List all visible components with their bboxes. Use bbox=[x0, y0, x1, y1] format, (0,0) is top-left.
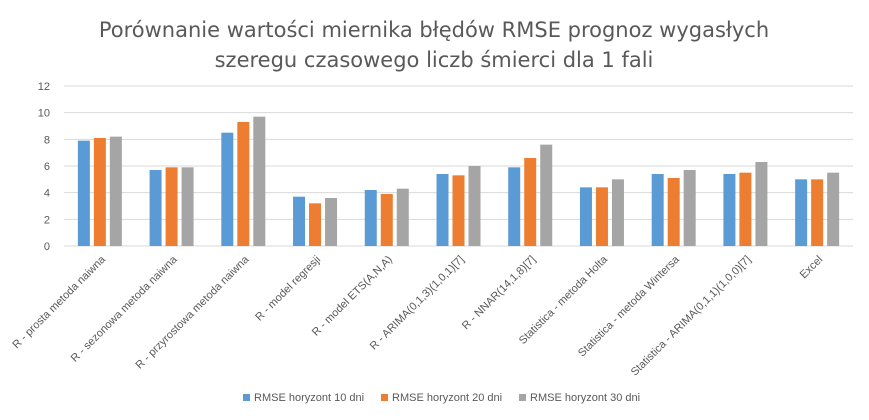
bar bbox=[109, 136, 122, 246]
bar bbox=[468, 166, 481, 246]
legend-swatch bbox=[519, 394, 526, 401]
bar bbox=[651, 174, 664, 246]
y-axis: 0 2 4 6 8 10 12 bbox=[38, 81, 50, 253]
bar bbox=[396, 188, 409, 246]
legend-swatch bbox=[381, 394, 388, 401]
legend-label: RMSE horyzont 20 dni bbox=[392, 392, 502, 404]
y-tick-label: 4 bbox=[44, 188, 50, 200]
y-tick-label: 12 bbox=[38, 81, 50, 93]
chart-title-line-1: Porównanie wartości miernika błędów RMSE… bbox=[99, 18, 769, 42]
bar bbox=[667, 178, 680, 246]
bar bbox=[579, 187, 592, 246]
bar bbox=[181, 167, 194, 246]
bar bbox=[827, 172, 840, 246]
bar bbox=[93, 138, 106, 246]
bar bbox=[540, 144, 553, 246]
bar bbox=[237, 122, 250, 246]
bar bbox=[755, 162, 768, 246]
bar bbox=[77, 140, 90, 246]
y-tick-label: 6 bbox=[44, 161, 50, 173]
bar bbox=[149, 170, 162, 246]
bar bbox=[524, 158, 537, 246]
legend-label: RMSE horyzont 30 dni bbox=[530, 392, 640, 404]
y-tick-label: 10 bbox=[38, 108, 50, 120]
bar bbox=[253, 116, 266, 247]
legend-label: RMSE horyzont 10 dni bbox=[254, 392, 364, 404]
chart-title-line-2: szeregu czasowego liczb śmierci dla 1 fa… bbox=[215, 48, 654, 72]
bar bbox=[739, 172, 752, 246]
bar bbox=[795, 179, 808, 246]
y-tick-label: 8 bbox=[44, 134, 50, 146]
bar bbox=[811, 179, 824, 246]
y-tick-label: 0 bbox=[44, 241, 50, 253]
bar bbox=[293, 196, 306, 246]
bar bbox=[221, 132, 234, 246]
bar bbox=[165, 167, 178, 246]
bar bbox=[723, 174, 736, 246]
bar bbox=[452, 175, 465, 246]
bar bbox=[364, 190, 377, 246]
legend: RMSE horyzont 10 dni RMSE horyzont 20 dni… bbox=[243, 392, 640, 404]
bar bbox=[309, 203, 322, 246]
bar bbox=[436, 174, 449, 246]
bar bbox=[683, 170, 696, 246]
bar bbox=[611, 179, 624, 246]
bar bbox=[325, 198, 338, 246]
bar bbox=[595, 187, 608, 246]
bar bbox=[508, 167, 521, 246]
bar bbox=[380, 194, 393, 246]
legend-swatch bbox=[243, 394, 250, 401]
y-tick-label: 2 bbox=[44, 214, 50, 226]
bars bbox=[77, 116, 840, 247]
